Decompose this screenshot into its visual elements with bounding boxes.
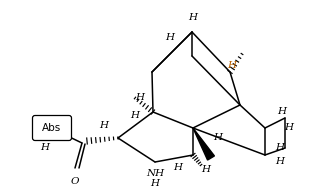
Text: H: H: [100, 121, 108, 129]
Text: H: H: [131, 112, 139, 121]
Text: H: H: [189, 13, 197, 22]
Text: H: H: [135, 93, 145, 103]
Text: NH: NH: [146, 169, 164, 178]
Text: H: H: [277, 107, 287, 116]
Text: H: H: [41, 144, 49, 152]
Text: O: O: [71, 176, 79, 185]
Text: H: H: [173, 163, 183, 173]
FancyBboxPatch shape: [33, 115, 72, 141]
Text: H: H: [284, 123, 294, 132]
Text: H: H: [202, 166, 210, 175]
Text: H: H: [228, 60, 236, 69]
Text: H: H: [214, 134, 223, 143]
Text: H: H: [275, 144, 284, 152]
Text: H: H: [165, 34, 174, 43]
Text: H: H: [275, 158, 284, 167]
Text: Abs: Abs: [42, 123, 61, 133]
Polygon shape: [193, 128, 214, 160]
Text: H: H: [151, 178, 159, 188]
